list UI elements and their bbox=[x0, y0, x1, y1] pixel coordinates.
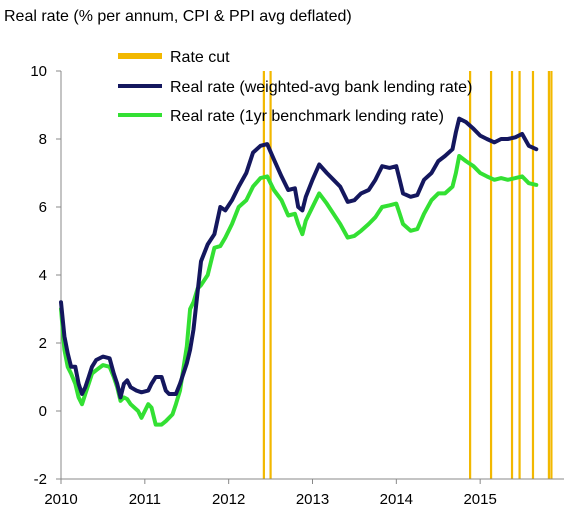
x-tick-label: 2012 bbox=[212, 491, 245, 508]
chart-title: Real rate (% per annum, CPI & PPI avg de… bbox=[4, 8, 352, 25]
chart-axes: -2 0 2 4 6 8 10 2010 2011 2012 2013 2014 2015 bbox=[30, 63, 564, 508]
legend-label: Real rate (weighted-avg bank lending rat… bbox=[170, 79, 472, 96]
legend-label: Rate cut bbox=[170, 49, 230, 66]
x-tick-label: 2010 bbox=[44, 491, 77, 508]
y-tick-label: 2 bbox=[39, 335, 47, 352]
x-tick-label: 2014 bbox=[380, 491, 413, 508]
rate-cut-markers bbox=[262, 71, 553, 479]
x-tick-label: 2013 bbox=[296, 491, 329, 508]
y-tick-label: 10 bbox=[30, 63, 47, 80]
x-tick-label: 2015 bbox=[463, 491, 496, 508]
y-tick-label: 6 bbox=[39, 199, 47, 216]
y-tick-label: 8 bbox=[39, 131, 47, 148]
series-line bbox=[59, 154, 539, 427]
chart-legend: Rate cut Real rate (weighted-avg bank len… bbox=[118, 49, 472, 125]
y-tick-label: 0 bbox=[39, 403, 47, 420]
series-lines bbox=[59, 116, 539, 427]
legend-label: Real rate (1yr benchmark lending rate) bbox=[170, 108, 444, 125]
y-tick-label: 4 bbox=[39, 267, 47, 284]
series-line bbox=[59, 116, 539, 400]
x-tick-label: 2011 bbox=[129, 491, 161, 508]
y-tick-label: -2 bbox=[34, 471, 47, 488]
